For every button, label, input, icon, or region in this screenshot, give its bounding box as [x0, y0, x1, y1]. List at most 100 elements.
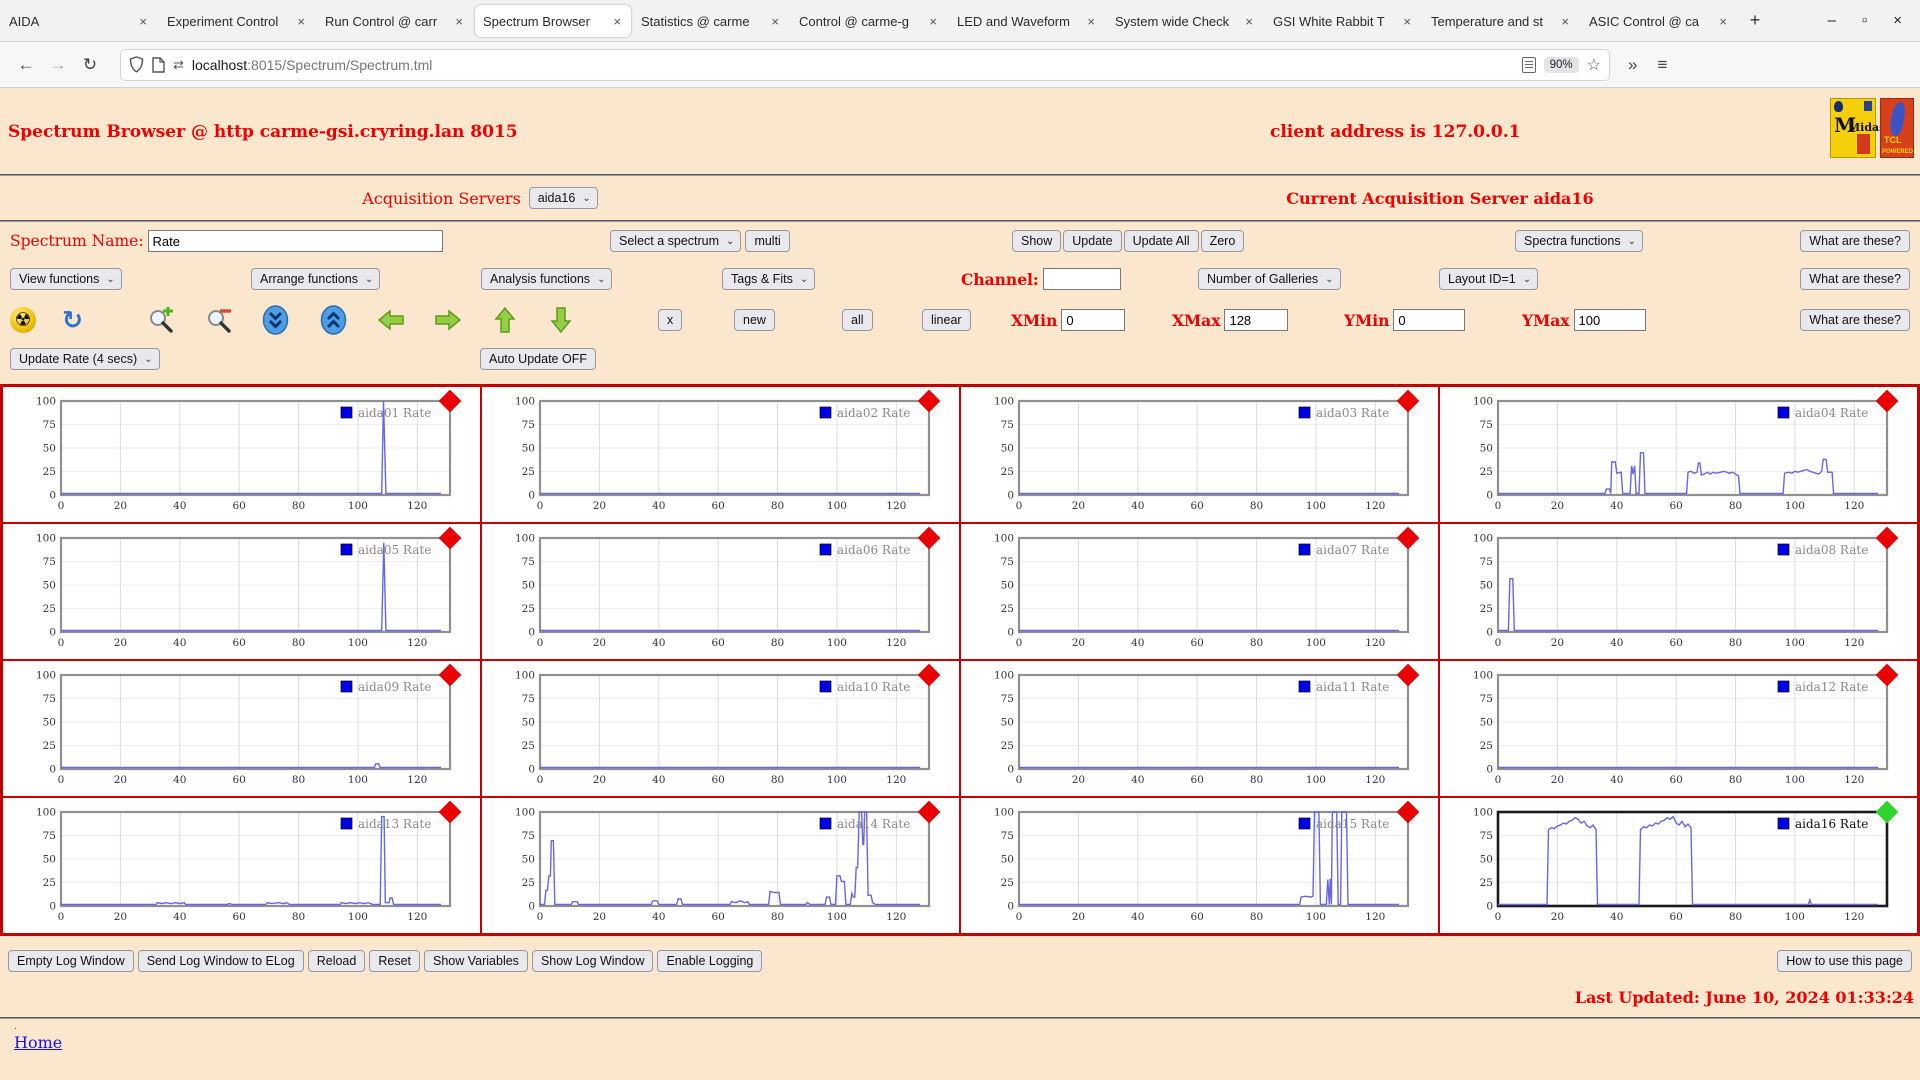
reset-button[interactable]: Reset — [369, 950, 420, 972]
spectrum-cell[interactable]: 0 20 40 60 80 100 120 0 25 50 75 100 aida07 Rate — [960, 523, 1439, 660]
tab-close-icon[interactable]: × — [1561, 13, 1569, 29]
maximize-icon[interactable]: ▫ — [1861, 12, 1868, 29]
browser-tab[interactable]: Experiment Control × — [159, 5, 315, 37]
select-spectrum-select[interactable]: Select a spectrum ⌄ — [610, 230, 742, 252]
tab-close-icon[interactable]: × — [1245, 13, 1253, 29]
spectrum-cell[interactable]: 0 20 40 60 80 100 120 0 25 50 75 100 aida16 Rate — [1439, 797, 1918, 934]
arrow-up-icon[interactable] — [493, 306, 517, 334]
update-rate-select[interactable]: Update Rate (4 secs) ⌄ — [10, 348, 160, 370]
ymax-input[interactable] — [1573, 309, 1646, 331]
what-are-these-button[interactable]: What are these? — [1800, 230, 1910, 252]
browser-tab[interactable]: ASIC Control @ ca × — [1581, 5, 1737, 37]
spectrum-name-input[interactable] — [147, 230, 443, 252]
spectrum-cell[interactable]: 0 20 40 60 80 100 120 0 25 50 75 100 aida12 Rate — [1439, 660, 1918, 797]
how-to-use-button[interactable]: How to use this page — [1777, 950, 1912, 972]
back-icon[interactable]: ← — [17, 54, 35, 74]
home-link[interactable]: Home — [14, 1033, 63, 1052]
tab-close-icon[interactable]: × — [1403, 13, 1411, 29]
show-log-window-button[interactable]: Show Log Window — [531, 950, 654, 972]
reader-mode-icon[interactable] — [1521, 56, 1536, 73]
spectra-functions-select[interactable]: Spectra functions ⌄ — [1515, 230, 1643, 252]
all-button[interactable]: all — [842, 309, 873, 331]
url-bar[interactable]: ⇄ localhost:8015/Spectrum/Spectrum.tml 9… — [120, 48, 1610, 81]
browser-tab[interactable]: Run Control @ carr × — [317, 5, 473, 37]
new-tab-button[interactable]: + — [1749, 10, 1761, 30]
number-of-galleries-select[interactable]: Number of Galleries ⌄ — [1198, 268, 1341, 290]
forward-icon[interactable]: → — [49, 54, 67, 74]
spectrum-cell[interactable]: 0 20 40 60 80 100 120 0 25 50 75 100 aida05 Rate — [2, 523, 481, 660]
spectrum-cell[interactable]: 0 20 40 60 80 100 120 0 25 50 75 100 aida14 Rate — [481, 797, 960, 934]
page-icon[interactable] — [152, 56, 165, 73]
browser-tab[interactable]: Temperature and st × — [1423, 5, 1579, 37]
ymin-input[interactable] — [1393, 309, 1466, 331]
arrow-right-icon[interactable] — [434, 308, 462, 332]
auto-update-button[interactable]: Auto Update OFF — [480, 348, 596, 370]
reload-button[interactable]: Reload — [307, 950, 366, 972]
browser-tab[interactable]: Statistics @ carme × — [633, 5, 789, 37]
spectrum-cell[interactable]: 0 20 40 60 80 100 120 0 25 50 75 100 aida11 Rate — [960, 660, 1439, 797]
xmin-input[interactable] — [1061, 309, 1126, 331]
channel-input[interactable] — [1042, 268, 1121, 290]
empty-log-window-button[interactable]: Empty Log Window — [8, 950, 134, 972]
hamburger-menu-icon[interactable]: ≡ — [1657, 54, 1668, 74]
browser-tab[interactable]: Control @ carme-g × — [791, 5, 947, 37]
shield-icon[interactable] — [129, 56, 144, 73]
url-text[interactable]: localhost:8015/Spectrum/Spectrum.tml — [192, 57, 1514, 73]
spectrum-cell[interactable]: 0 20 40 60 80 100 120 0 25 50 75 100 aida01 Rate — [2, 386, 481, 523]
scroll-down-icon[interactable] — [262, 305, 289, 335]
linear-button[interactable]: linear — [922, 309, 971, 331]
tags-fits-select[interactable]: Tags & Fits ⌄ — [722, 268, 816, 290]
show-variables-button[interactable]: Show Variables — [424, 950, 528, 972]
acquisition-server-select[interactable]: aida16 ⌄ — [528, 187, 598, 209]
layout-id-select[interactable]: Layout ID=1 ⌄ — [1439, 268, 1539, 290]
multi-button[interactable]: multi — [745, 230, 790, 252]
what-are-these-button[interactable]: What are these? — [1800, 268, 1910, 290]
arrow-left-icon[interactable] — [377, 308, 405, 332]
spectrum-cell[interactable]: 0 20 40 60 80 100 120 0 25 50 75 100 aida13 Rate — [2, 797, 481, 934]
update-button[interactable]: Update — [1063, 230, 1122, 252]
tab-close-icon[interactable]: × — [139, 13, 147, 29]
view-functions-select[interactable]: View functions ⌄ — [10, 268, 122, 290]
zoom-out-icon[interactable] — [206, 307, 232, 333]
tab-close-icon[interactable]: × — [771, 13, 779, 29]
tab-close-icon[interactable]: × — [1087, 13, 1095, 29]
browser-tab[interactable]: GSI White Rabbit T × — [1265, 5, 1421, 37]
spectrum-cell[interactable]: 0 20 40 60 80 100 120 0 25 50 75 100 aida04 Rate — [1439, 386, 1918, 523]
browser-tab[interactable]: LED and Waveform × — [949, 5, 1105, 37]
scroll-up-icon[interactable] — [320, 305, 347, 335]
spectrum-cell[interactable]: 0 20 40 60 80 100 120 0 25 50 75 100 aida06 Rate — [481, 523, 960, 660]
arrange-functions-select[interactable]: Arrange functions ⌄ — [251, 268, 381, 290]
browser-tab[interactable]: Spectrum Browser × — [475, 5, 631, 37]
overflow-chevrons-icon[interactable]: » — [1628, 54, 1638, 74]
radiation-icon[interactable]: ☢ — [10, 307, 36, 333]
spectrum-cell[interactable]: 0 20 40 60 80 100 120 0 25 50 75 100 aida10 Rate — [481, 660, 960, 797]
spectrum-cell[interactable]: 0 20 40 60 80 100 120 0 25 50 75 100 aida15 Rate — [960, 797, 1439, 934]
minimize-icon[interactable]: – — [1827, 12, 1836, 29]
zoom-level-badge[interactable]: 90% — [1543, 56, 1579, 73]
tab-close-icon[interactable]: × — [613, 13, 621, 29]
show-button[interactable]: Show — [1012, 230, 1062, 252]
spectrum-cell[interactable]: 0 20 40 60 80 100 120 0 25 50 75 100 aida08 Rate — [1439, 523, 1918, 660]
reload-icon[interactable]: ↻ — [82, 54, 98, 74]
spectrum-cell[interactable]: 0 20 40 60 80 100 120 0 25 50 75 100 aida09 Rate — [2, 660, 481, 797]
close-icon[interactable]: × — [1893, 12, 1902, 29]
tab-close-icon[interactable]: × — [455, 13, 463, 29]
tab-close-icon[interactable]: × — [929, 13, 937, 29]
update-all-button[interactable]: Update All — [1123, 230, 1199, 252]
xmax-input[interactable] — [1224, 309, 1289, 331]
enable-logging-button[interactable]: Enable Logging — [657, 950, 763, 972]
new-button[interactable]: new — [734, 309, 775, 331]
browser-tab[interactable]: AIDA × — [1, 5, 157, 37]
send-log-window-to-elog-button[interactable]: Send Log Window to ELog — [137, 950, 304, 972]
x-button[interactable]: x — [658, 309, 683, 331]
bookmark-star-icon[interactable]: ☆ — [1586, 56, 1601, 74]
arrow-down-icon[interactable] — [549, 306, 573, 334]
spectrum-cell[interactable]: 0 20 40 60 80 100 120 0 25 50 75 100 aida03 Rate — [960, 386, 1439, 523]
tab-close-icon[interactable]: × — [297, 13, 305, 29]
analysis-functions-select[interactable]: Analysis functions ⌄ — [481, 268, 613, 290]
refresh-icon[interactable]: ↻ — [62, 305, 83, 335]
zoom-in-icon[interactable] — [148, 307, 174, 333]
tab-close-icon[interactable]: × — [1719, 13, 1727, 29]
translate-icon[interactable]: ⇄ — [173, 56, 184, 72]
spectrum-cell[interactable]: 0 20 40 60 80 100 120 0 25 50 75 100 aida02 Rate — [481, 386, 960, 523]
